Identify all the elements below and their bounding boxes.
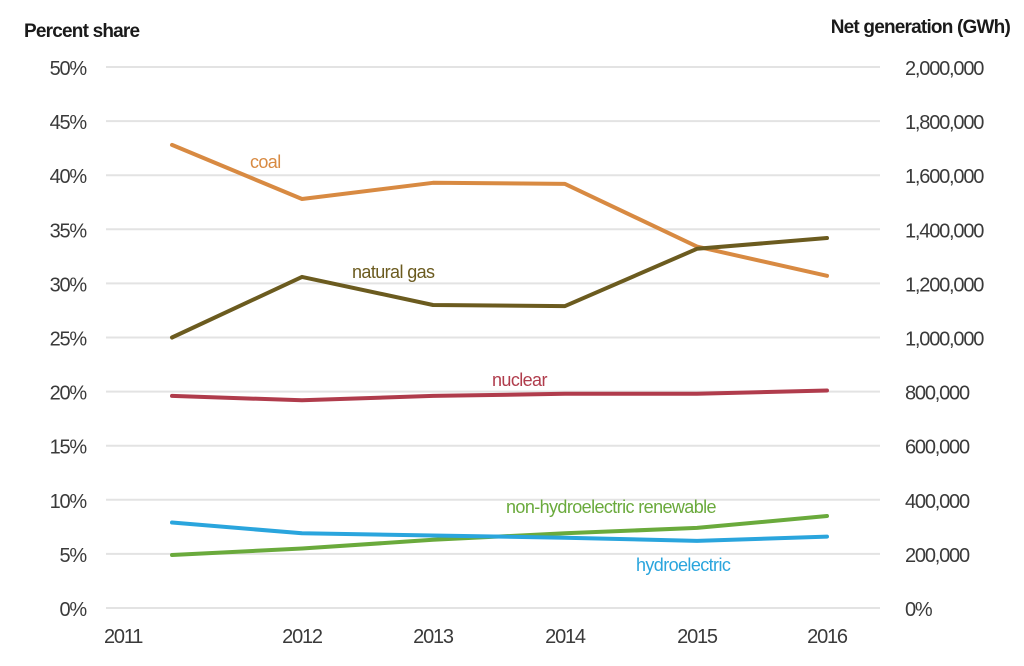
series-label: coal xyxy=(250,152,281,172)
series-labels: coal natural gas nuclear non-hydroelectric … xyxy=(250,152,731,575)
x-tick-label: 2013 xyxy=(413,626,454,648)
y-tick-label-right: 1,000,000 xyxy=(905,329,984,351)
y-tick-label-left: 35% xyxy=(50,220,88,242)
x-axis: 2011 2012 2013 2014 2015 2016 xyxy=(104,626,849,648)
y-tick-label-left: 10% xyxy=(50,491,88,513)
y-tick-label-left: 20% xyxy=(50,383,88,405)
y-tick-label-left: 15% xyxy=(50,437,88,459)
y-tick-label-left: 40% xyxy=(50,166,88,188)
x-tick-label: 2011 xyxy=(104,626,143,648)
series-line-hydroelectric xyxy=(170,520,829,543)
gridlines xyxy=(106,66,880,609)
y-tick-label-right: 0% xyxy=(905,599,933,621)
y-tick-label-right: 2,000,000 xyxy=(905,58,984,80)
series-label: non-hydroelectric renewable xyxy=(506,497,717,517)
y-tick-label-right: 1,800,000 xyxy=(905,112,984,134)
y-tick-label-left: 50% xyxy=(50,58,88,80)
series-line-nuclear xyxy=(170,388,829,403)
left-axis-title: Percent share xyxy=(24,21,140,42)
right-axis-title: Net generation (GWh) xyxy=(831,17,1011,38)
y-tick-label-right: 800,000 xyxy=(905,383,970,405)
x-tick-label: 2015 xyxy=(677,626,718,648)
x-tick-label: 2012 xyxy=(282,626,323,648)
series-label: hydroelectric xyxy=(636,555,731,575)
left-y-axis: 0% 5% 10% 15% 20% 25% 30% 35% 40% 45% 50% xyxy=(50,58,89,621)
y-tick-label-left: 45% xyxy=(50,112,88,134)
y-tick-label-left: 0% xyxy=(59,599,87,621)
series-lines xyxy=(170,142,829,557)
x-tick-label: 2014 xyxy=(545,626,586,648)
y-tick-label-right: 400,000 xyxy=(905,491,970,513)
y-tick-label-right: 200,000 xyxy=(905,545,970,567)
y-tick-label-left: 25% xyxy=(50,329,88,351)
series-line-natural-gas xyxy=(170,236,829,340)
y-tick-label-left: 30% xyxy=(50,274,88,296)
y-tick-label-right: 1,400,000 xyxy=(905,220,984,242)
right-y-axis: 0% 200,000 400,000 600,000 800,000 1,000,000 1… xyxy=(905,58,985,621)
series-label: nuclear xyxy=(492,370,547,390)
y-tick-label-right: 1,600,000 xyxy=(905,166,984,188)
series-line-coal xyxy=(170,142,829,278)
x-tick-label: 2016 xyxy=(807,626,848,648)
y-tick-label-right: 600,000 xyxy=(905,437,970,459)
y-tick-label-left: 5% xyxy=(59,545,87,567)
y-tick-label-right: 1,200,000 xyxy=(905,274,984,296)
series-label: natural gas xyxy=(352,262,435,282)
